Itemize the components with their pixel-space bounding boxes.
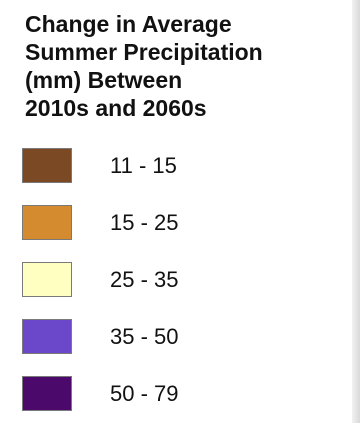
legend-range-label: 35 - 50 (110, 323, 179, 349)
legend-swatch (22, 262, 72, 297)
legend-swatch (22, 319, 72, 354)
legend-swatch (22, 376, 72, 411)
legend-item: 15 - 25 (22, 203, 342, 242)
legend-range-label: 25 - 35 (110, 266, 179, 292)
legend-title-line: (mm) Between (25, 67, 183, 93)
legend-title: Change in Average Summer Precipitation (… (25, 10, 345, 122)
legend-title-line: 2010s and 2060s (25, 95, 207, 121)
legend-range-label: 15 - 25 (110, 209, 179, 235)
legend-item: 35 - 50 (22, 317, 342, 356)
legend-item: 50 - 79 (22, 374, 342, 413)
legend-title-line: Change in Average (25, 11, 232, 37)
legend-items: 11 - 15 15 - 25 25 - 35 35 - 50 50 - 79 (22, 146, 342, 431)
map-edge-strip (352, 0, 360, 423)
legend-swatch (22, 205, 72, 240)
legend-title-line: Summer Precipitation (25, 39, 263, 65)
legend-range-label: 11 - 15 (110, 152, 177, 178)
legend-item: 11 - 15 (22, 146, 342, 185)
legend-item: 25 - 35 (22, 260, 342, 299)
legend-range-label: 50 - 79 (110, 380, 179, 406)
legend-swatch (22, 148, 72, 183)
